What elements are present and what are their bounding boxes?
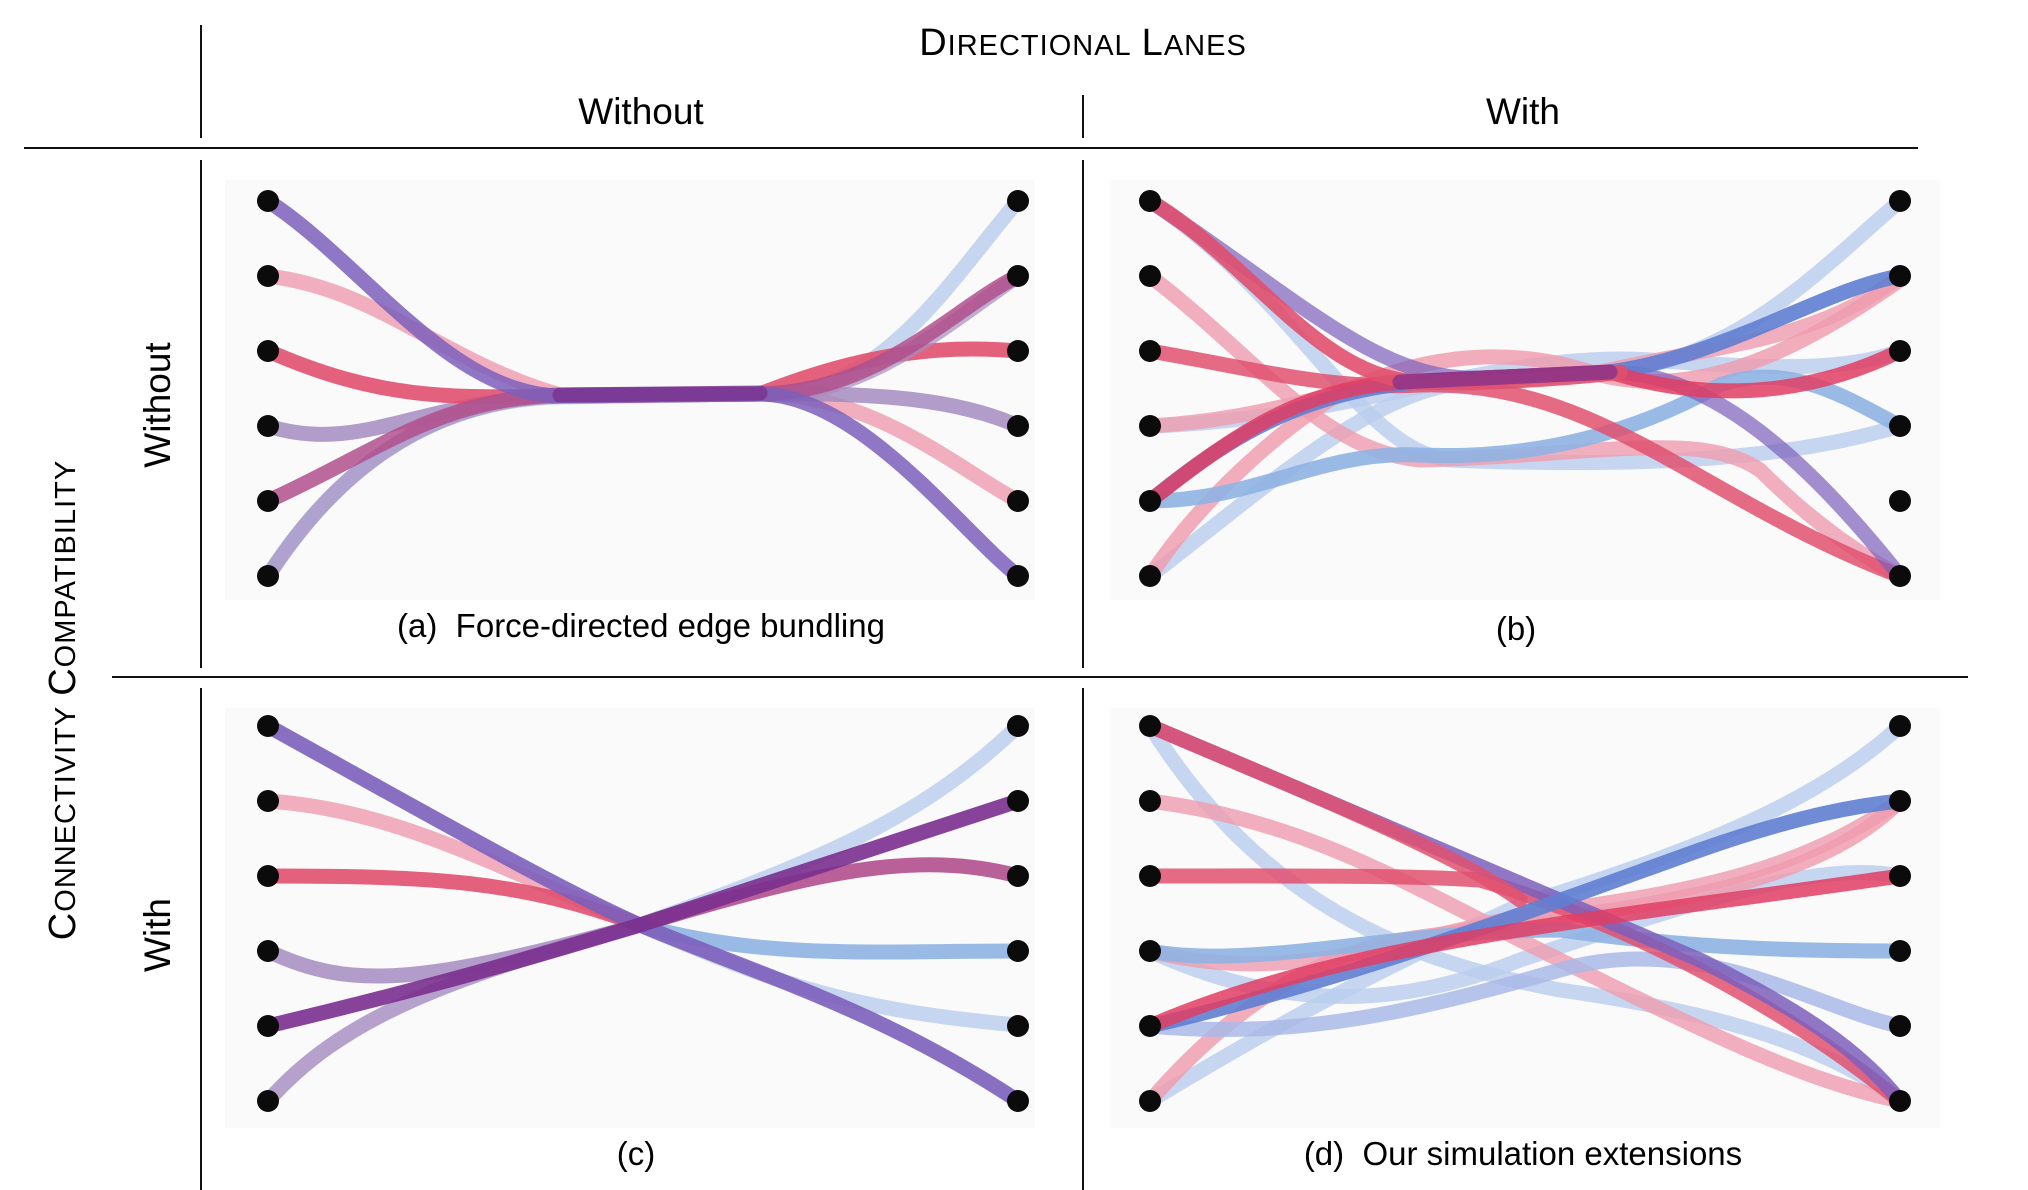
panel-a (260, 193, 1026, 584)
node (1139, 190, 1161, 212)
edge (1142, 868, 1908, 1034)
node (1139, 565, 1161, 587)
column-header-without: Without (578, 91, 704, 132)
node (1889, 1015, 1911, 1037)
node (1007, 565, 1029, 587)
edge (260, 793, 1026, 1034)
node (257, 565, 279, 587)
node (1139, 790, 1161, 812)
node (1007, 490, 1029, 512)
panel-c-left-nodes (257, 715, 279, 1112)
node (257, 1015, 279, 1037)
node (1889, 190, 1911, 212)
node (1007, 715, 1029, 737)
node (1889, 865, 1911, 887)
edge (1142, 793, 1908, 1109)
edge (1142, 718, 1908, 1109)
edge (1142, 272, 1908, 584)
panel-c-right-nodes (1007, 715, 1029, 1112)
node (257, 865, 279, 887)
node (257, 715, 279, 737)
edge (1142, 268, 1908, 584)
node (1889, 940, 1911, 962)
panel-a-right-nodes (1007, 190, 1029, 587)
node (1007, 415, 1029, 437)
node (1139, 1015, 1161, 1037)
node (257, 490, 279, 512)
panel-d-right-nodes (1889, 715, 1911, 1112)
node (1139, 265, 1161, 287)
node (1889, 565, 1911, 587)
node (257, 415, 279, 437)
node (1007, 790, 1029, 812)
panel-b-left-nodes (1139, 190, 1161, 587)
caption-c: (c) (617, 1135, 655, 1172)
node (1007, 265, 1029, 287)
node (1889, 1090, 1911, 1112)
node (257, 340, 279, 362)
node (257, 790, 279, 812)
panel-d (1142, 718, 1908, 1109)
edge (552, 385, 768, 403)
node (1889, 415, 1911, 437)
node (1139, 940, 1161, 962)
panel-c (260, 718, 1026, 1109)
node (1139, 340, 1161, 362)
edge (1142, 793, 1908, 1034)
row-header-with: With (137, 898, 178, 972)
directional-lanes-title: DIRECTIONAL LANES (919, 22, 1247, 64)
node (1139, 415, 1161, 437)
node (1007, 940, 1029, 962)
column-header-with: With (1486, 91, 1560, 132)
panel-a-left-nodes (257, 190, 279, 587)
node (1889, 790, 1911, 812)
node (1007, 1090, 1029, 1112)
node (1889, 715, 1911, 737)
panel-b-right-nodes (1889, 190, 1911, 587)
caption-a: (a) Force-directed edge bundling (397, 607, 885, 644)
node (257, 190, 279, 212)
node (1139, 865, 1161, 887)
node (1889, 265, 1911, 287)
edge (1142, 951, 1908, 1037)
node (1007, 340, 1029, 362)
node (1889, 340, 1911, 362)
node (1139, 1090, 1161, 1112)
connectivity-compatibility-title: CONNECTIVITYCOMPATIBILITY (42, 460, 84, 940)
node (1007, 190, 1029, 212)
node (257, 1090, 279, 1112)
caption-b: (b) (1496, 610, 1536, 647)
node (1007, 865, 1029, 887)
node (1139, 490, 1161, 512)
caption-d: (d) Our simulation extensions (1304, 1135, 1742, 1172)
edge (1392, 364, 1618, 390)
panel-d-left-nodes (1139, 715, 1161, 1112)
node (257, 265, 279, 287)
edge (1142, 718, 1528, 908)
row-header-without: Without (137, 342, 178, 468)
node (1139, 715, 1161, 737)
panel-b (1142, 193, 1908, 584)
node (1007, 1015, 1029, 1037)
node (257, 940, 279, 962)
node (1889, 490, 1911, 512)
